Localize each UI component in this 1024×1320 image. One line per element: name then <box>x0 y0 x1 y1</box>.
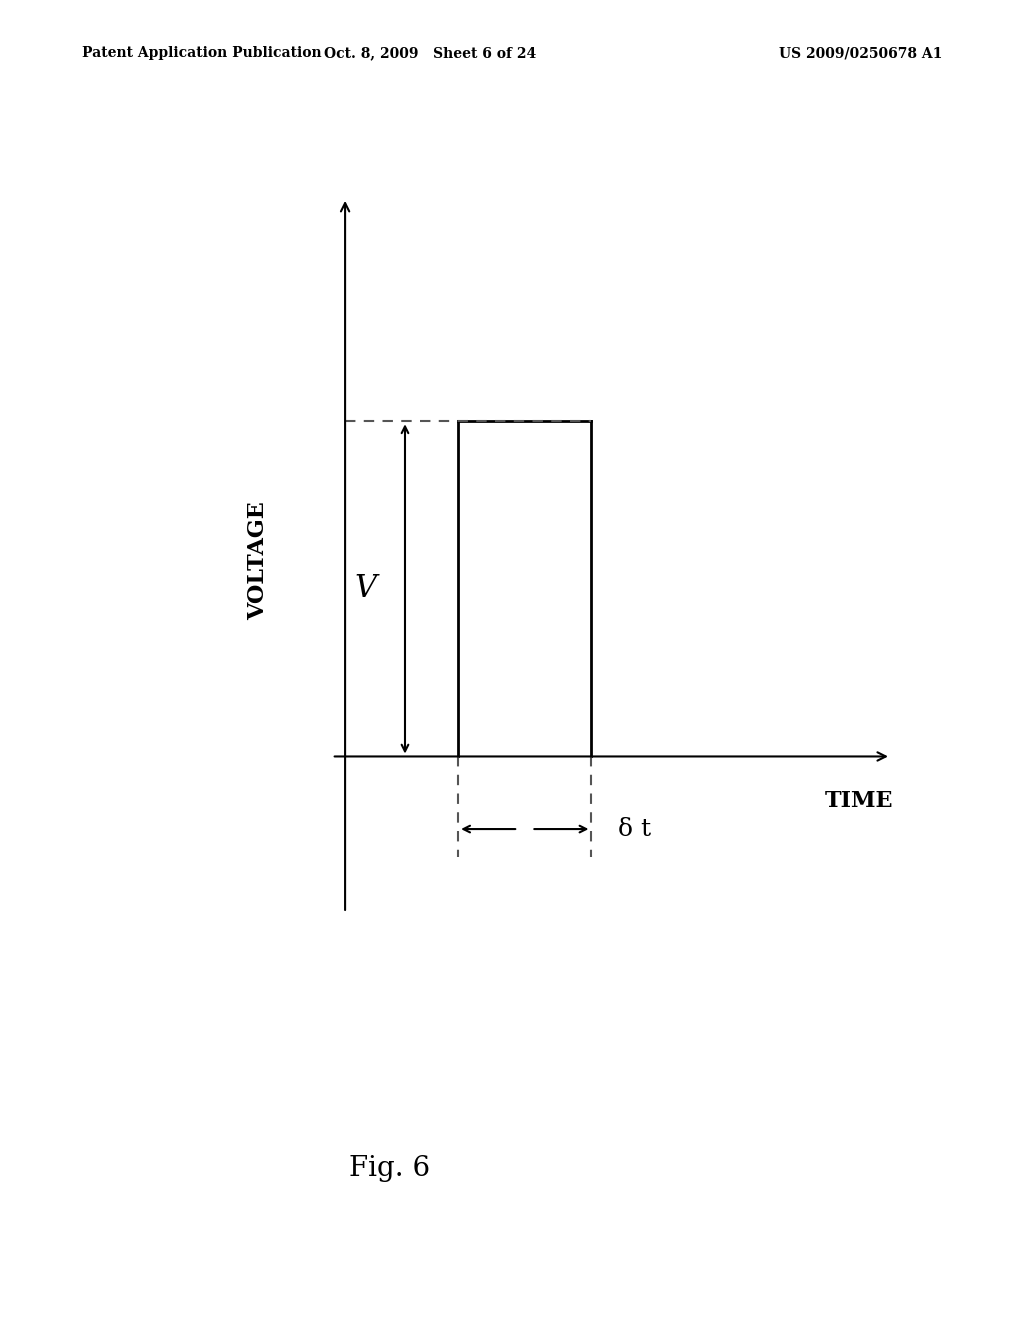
Text: US 2009/0250678 A1: US 2009/0250678 A1 <box>778 46 942 61</box>
Text: VOLTAGE: VOLTAGE <box>248 502 269 620</box>
Text: Patent Application Publication: Patent Application Publication <box>82 46 322 61</box>
Text: V: V <box>354 573 376 605</box>
Text: Oct. 8, 2009   Sheet 6 of 24: Oct. 8, 2009 Sheet 6 of 24 <box>324 46 537 61</box>
Text: TIME: TIME <box>824 791 893 812</box>
Text: δ t: δ t <box>618 817 651 841</box>
Text: Fig. 6: Fig. 6 <box>348 1155 430 1181</box>
